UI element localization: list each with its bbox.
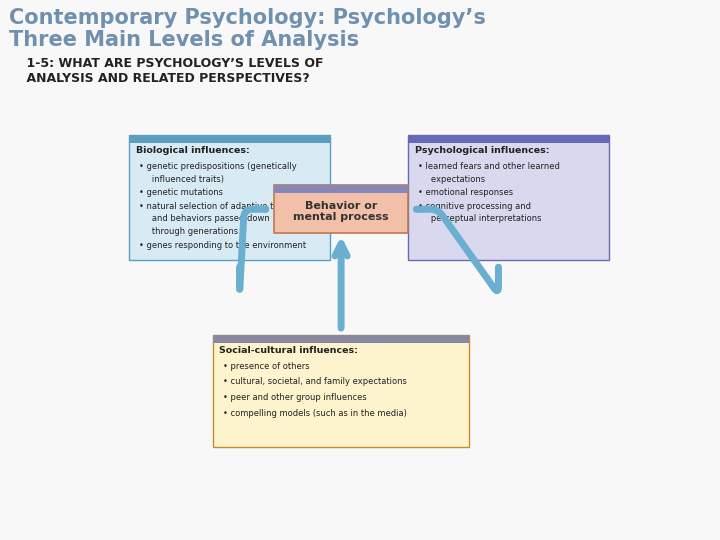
FancyBboxPatch shape <box>129 136 330 143</box>
Text: influenced traits): influenced traits) <box>143 174 224 184</box>
FancyBboxPatch shape <box>213 335 469 447</box>
Text: through generations: through generations <box>143 227 238 236</box>
Text: 1-5: WHAT ARE PSYCHOLOGY’S LEVELS OF
    ANALYSIS AND RELATED PERSPECTIVES?: 1-5: WHAT ARE PSYCHOLOGY’S LEVELS OF ANA… <box>9 57 323 85</box>
Text: • cognitive processing and: • cognitive processing and <box>418 202 531 211</box>
Text: • cultural, societal, and family expectations: • cultural, societal, and family expecta… <box>222 377 407 387</box>
FancyBboxPatch shape <box>408 136 609 260</box>
Text: perceptual interpretations: perceptual interpretations <box>423 214 541 224</box>
Text: Three Main Levels of Analysis: Three Main Levels of Analysis <box>9 30 359 50</box>
Text: • genes responding to the environment: • genes responding to the environment <box>139 241 306 249</box>
Text: • compelling models (such as in the media): • compelling models (such as in the medi… <box>222 409 407 418</box>
FancyBboxPatch shape <box>213 335 469 342</box>
FancyBboxPatch shape <box>129 136 330 260</box>
Text: Behavior or
mental process: Behavior or mental process <box>293 200 389 222</box>
Text: • peer and other group influences: • peer and other group influences <box>222 393 366 402</box>
Text: • learned fears and other learned: • learned fears and other learned <box>418 162 560 171</box>
FancyArrowPatch shape <box>416 210 498 291</box>
Text: Contemporary Psychology: Psychology’s: Contemporary Psychology: Psychology’s <box>9 8 485 28</box>
FancyBboxPatch shape <box>274 185 408 233</box>
Text: Psychological influences:: Psychological influences: <box>415 146 549 156</box>
Text: • natural selection of adaptive traits: • natural selection of adaptive traits <box>139 202 292 211</box>
Text: • genetic predispositions (genetically: • genetic predispositions (genetically <box>139 162 297 171</box>
Text: Biological influences:: Biological influences: <box>136 146 250 156</box>
FancyArrowPatch shape <box>240 210 266 291</box>
Text: Social-cultural influences:: Social-cultural influences: <box>220 346 359 355</box>
Text: expectations: expectations <box>423 174 485 184</box>
Text: • genetic mutations: • genetic mutations <box>139 188 223 197</box>
Text: • presence of others: • presence of others <box>222 362 310 370</box>
FancyBboxPatch shape <box>274 185 408 193</box>
FancyBboxPatch shape <box>408 136 609 143</box>
Text: • emotional responses: • emotional responses <box>418 188 513 197</box>
Text: and behaviors passed down: and behaviors passed down <box>143 214 269 224</box>
